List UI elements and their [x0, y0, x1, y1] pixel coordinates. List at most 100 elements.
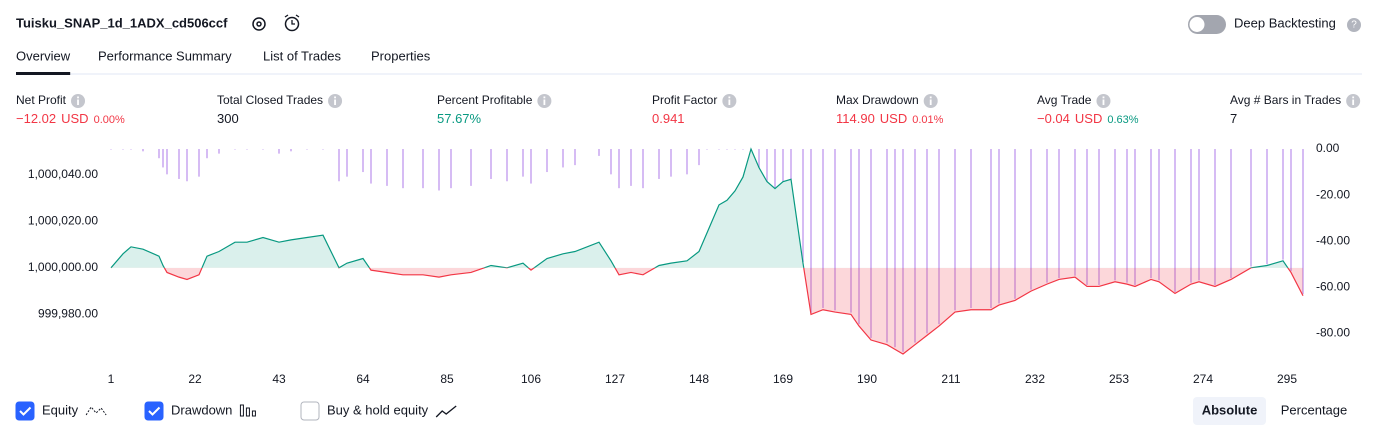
drawdown-bar [998, 149, 1000, 304]
button[interactable]: Percentage [1281, 402, 1348, 417]
metric-value: 300 [217, 111, 239, 126]
drawdown-bar [506, 149, 508, 182]
equity-line-negative [111, 267, 1304, 355]
metric-unit: USD [1075, 111, 1102, 126]
drawdown-bar [926, 149, 928, 334]
tab[interactable]: Properties [371, 48, 431, 63]
drawdown-bar [370, 149, 372, 184]
drawdown-bar [1030, 149, 1032, 290]
drawdown-bar [1058, 149, 1060, 279]
drawdown-bar [178, 149, 180, 179]
drawdown-bar [858, 149, 860, 325]
y2-tick-label: -20.00 [1316, 187, 1350, 201]
metric-number: 0.941 [652, 111, 685, 126]
drawdown-bar [522, 149, 524, 177]
y-tick-label: 1,000,000.00 [28, 260, 98, 274]
metric-value: 114.90 USD 0.01% [836, 111, 944, 126]
drawdown-bar [278, 149, 280, 154]
metric-number: 114.90 [836, 111, 875, 126]
metric-label: Net Profit [16, 93, 67, 107]
tab[interactable]: List of Trades [263, 48, 342, 63]
info-bar [77, 99, 79, 105]
drawdown-bar [246, 149, 248, 150]
drawdown-bar [1158, 149, 1160, 281]
metric-pct: 0.01% [912, 114, 943, 126]
drawdown-bar [1150, 149, 1152, 279]
drawdown-bar [1126, 149, 1128, 283]
checkmark [19, 406, 32, 416]
tab[interactable]: Performance Summary [98, 48, 232, 63]
x-tick-label: 43 [272, 372, 286, 386]
drawdown-bar [162, 149, 164, 168]
metric-label: Percent Profitable [437, 93, 533, 107]
metric-value: 7 [1230, 111, 1237, 126]
info-icon[interactable] [71, 94, 86, 108]
info-icon[interactable] [722, 94, 737, 108]
y2-tick-label: 0.00 [1316, 141, 1340, 155]
tab[interactable]: Overview [16, 48, 71, 63]
info-dot [334, 96, 336, 99]
drawdown-bar [718, 149, 720, 150]
checkbox-box [300, 401, 320, 421]
drawdown-bar [306, 149, 308, 150]
info-dot [543, 96, 546, 99]
info-bar [929, 99, 932, 105]
x-tick-label: 85 [440, 372, 454, 386]
drawdown-bar [206, 149, 208, 159]
drawdown-bar [110, 149, 112, 150]
checkbox[interactable] [300, 401, 320, 421]
drawdown-bar [850, 149, 852, 313]
info-icon[interactable] [328, 94, 343, 108]
drawdown-bar [658, 149, 660, 179]
button-active-bg [1193, 397, 1266, 425]
drawdown-bar [346, 149, 348, 177]
x-tick-label: 127 [605, 372, 625, 386]
x-tick-label: 64 [356, 372, 370, 386]
x-tick-label: 106 [521, 372, 541, 386]
y-tick-label: 1,000,020.00 [28, 213, 98, 227]
checkbox[interactable] [144, 401, 164, 421]
metric-pct: 0.63% [1107, 114, 1138, 126]
help-icon[interactable]: ? [1347, 18, 1361, 32]
alert-icon[interactable] [284, 14, 300, 32]
drawdown-bar [186, 149, 188, 182]
drawdown-bar [1134, 149, 1136, 285]
drawdown-bar [598, 149, 600, 156]
drawdown-bar [322, 149, 324, 150]
info-icon[interactable] [1346, 94, 1361, 108]
settings-icon[interactable] [252, 17, 266, 31]
x-tick-label: 232 [1025, 372, 1045, 386]
metric-pct: 0.00% [94, 114, 125, 126]
metric-value: 57.67% [437, 111, 482, 126]
info-dot [77, 96, 79, 99]
info-icon[interactable] [923, 94, 938, 108]
info-icon[interactable] [537, 94, 552, 108]
metric-number: −0.04 [1037, 111, 1070, 126]
drawdown-bar [1086, 149, 1088, 285]
metric-value: −0.04 USD 0.63% [1037, 111, 1139, 126]
button[interactable]: Absolute [1202, 402, 1258, 417]
metric-number: −12.02 [16, 111, 56, 126]
x-tick-label: 1 [108, 372, 115, 386]
drawdown-bar [1074, 149, 1076, 276]
drawdown-bar [822, 149, 824, 308]
metric-unit: USD [880, 111, 907, 126]
metric-label: Avg Trade [1037, 93, 1092, 107]
info-dot [1102, 96, 1105, 99]
info-bar [543, 99, 546, 105]
checkbox[interactable] [15, 401, 35, 421]
toggle-label: Deep Backtesting [1234, 15, 1336, 30]
legend-label: Buy & hold equity [327, 402, 429, 417]
metric-number: 57.67% [437, 111, 482, 126]
metric-value: −12.02 USD 0.00% [16, 111, 125, 126]
drawdown-bar [166, 149, 168, 175]
drawdown-bar [218, 149, 220, 154]
deep-backtesting-toggle[interactable] [1188, 15, 1226, 34]
info-icon[interactable] [1096, 94, 1111, 108]
drawdown-bar [758, 149, 760, 168]
drawdown-bar [802, 149, 804, 262]
drawdown-bar [834, 149, 836, 311]
strategy-title: Tuisku_SNAP_1d_1ADX_cd506ccf [16, 15, 228, 30]
y-tick-label: 999,980.00 [38, 307, 98, 321]
